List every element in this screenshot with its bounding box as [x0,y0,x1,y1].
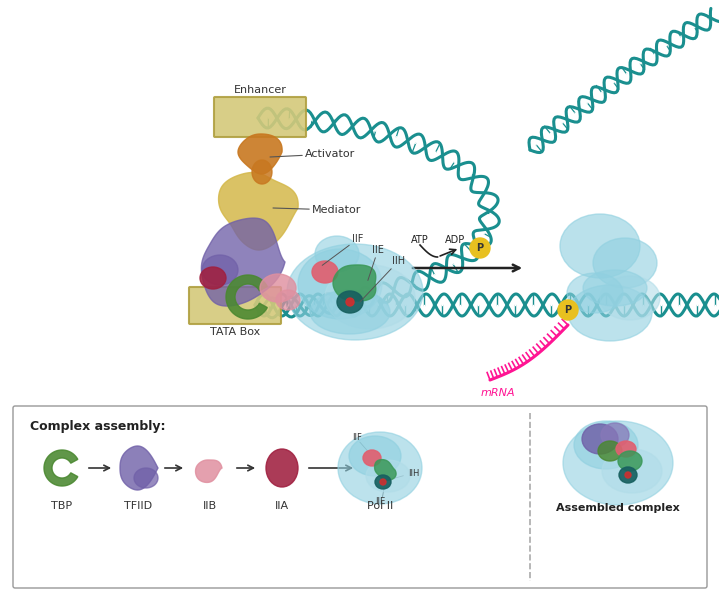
Ellipse shape [276,290,300,310]
Ellipse shape [325,265,415,329]
Ellipse shape [582,424,618,454]
Ellipse shape [310,290,390,334]
Ellipse shape [338,432,422,504]
Polygon shape [238,134,282,174]
Ellipse shape [266,449,298,487]
Ellipse shape [260,274,296,302]
Polygon shape [44,450,78,486]
Text: Assembled complex: Assembled complex [556,503,680,513]
Ellipse shape [252,160,272,184]
Ellipse shape [602,449,662,493]
Text: IIE: IIE [368,245,384,280]
Text: P: P [477,243,484,253]
Text: TATA Box: TATA Box [210,327,260,337]
Text: ATP: ATP [411,235,429,245]
Ellipse shape [134,468,158,488]
Text: IIB: IIB [203,501,217,511]
Ellipse shape [567,273,623,313]
Ellipse shape [298,249,382,319]
Ellipse shape [598,441,622,461]
Ellipse shape [380,479,386,485]
Ellipse shape [346,298,354,306]
Text: IIH: IIH [408,468,419,477]
Ellipse shape [202,255,238,285]
Ellipse shape [287,244,423,340]
Ellipse shape [366,460,410,492]
Text: Pol II: Pol II [367,501,393,511]
Text: TBP: TBP [52,501,73,511]
Ellipse shape [625,472,631,478]
FancyBboxPatch shape [189,287,281,324]
Ellipse shape [312,261,338,283]
Text: mRNA: mRNA [481,388,516,398]
Text: Mediator: Mediator [273,205,362,215]
Ellipse shape [619,467,637,483]
Text: IIF: IIF [352,434,362,442]
FancyBboxPatch shape [13,406,707,588]
Ellipse shape [568,285,652,341]
Text: IIH: IIH [360,256,405,302]
Ellipse shape [200,267,226,289]
Text: P: P [564,305,572,315]
Ellipse shape [560,214,640,278]
Ellipse shape [601,423,629,447]
Polygon shape [120,446,158,490]
Ellipse shape [574,421,638,469]
Circle shape [558,300,578,320]
Text: Activator: Activator [270,149,355,159]
Polygon shape [196,460,222,482]
Text: IIF: IIF [322,234,363,266]
Ellipse shape [363,450,381,466]
Text: Complex assembly:: Complex assembly: [30,420,165,433]
Ellipse shape [593,238,657,288]
Ellipse shape [337,291,363,313]
Text: IIA: IIA [275,501,289,511]
Ellipse shape [618,451,642,471]
Text: Enhancer: Enhancer [234,85,286,95]
Ellipse shape [375,475,391,489]
Text: TFIID: TFIID [124,501,152,511]
Circle shape [470,238,490,258]
Ellipse shape [583,270,647,306]
FancyBboxPatch shape [214,97,306,137]
Ellipse shape [349,436,401,476]
Polygon shape [375,460,396,480]
Ellipse shape [563,421,673,505]
Text: IIE: IIE [375,497,385,506]
Polygon shape [219,172,298,250]
Text: ADP: ADP [445,235,465,245]
Ellipse shape [616,441,636,457]
Polygon shape [333,265,376,301]
Polygon shape [226,275,267,319]
Polygon shape [201,218,285,306]
Ellipse shape [600,276,660,320]
Ellipse shape [315,236,359,272]
